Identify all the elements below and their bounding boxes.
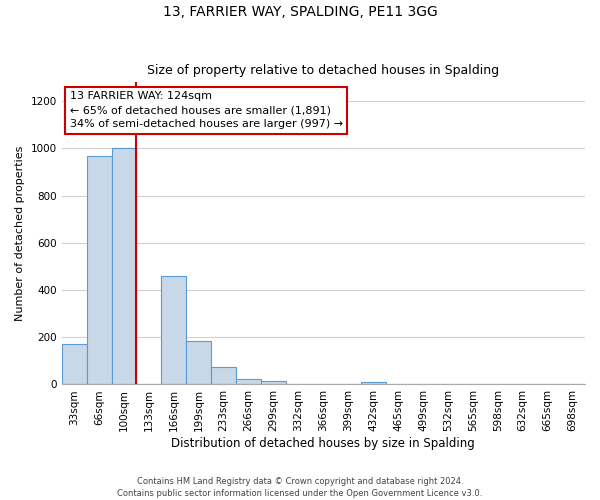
Bar <box>261 381 286 384</box>
Bar <box>361 382 386 384</box>
Bar <box>236 378 261 384</box>
Text: 13 FARRIER WAY: 124sqm
← 65% of detached houses are smaller (1,891)
34% of semi-: 13 FARRIER WAY: 124sqm ← 65% of detached… <box>70 92 343 130</box>
Y-axis label: Number of detached properties: Number of detached properties <box>15 146 25 321</box>
Text: 13, FARRIER WAY, SPALDING, PE11 3GG: 13, FARRIER WAY, SPALDING, PE11 3GG <box>163 5 437 19</box>
X-axis label: Distribution of detached houses by size in Spalding: Distribution of detached houses by size … <box>172 437 475 450</box>
Bar <box>161 276 186 384</box>
Bar <box>211 367 236 384</box>
Bar <box>62 344 86 385</box>
Bar <box>112 148 136 384</box>
Text: Contains HM Land Registry data © Crown copyright and database right 2024.
Contai: Contains HM Land Registry data © Crown c… <box>118 476 482 498</box>
Title: Size of property relative to detached houses in Spalding: Size of property relative to detached ho… <box>147 64 499 77</box>
Bar <box>186 341 211 384</box>
Bar <box>86 156 112 384</box>
